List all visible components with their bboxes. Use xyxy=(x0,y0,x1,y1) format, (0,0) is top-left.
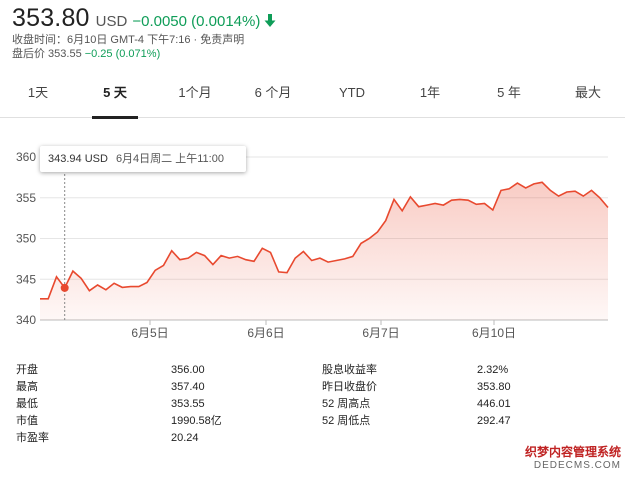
down-arrow-icon xyxy=(264,14,276,27)
y-tick-label: 360 xyxy=(16,150,36,164)
y-tick-label: 340 xyxy=(16,313,36,327)
after-hours-change: −0.25 (0.071%) xyxy=(84,48,161,60)
hover-point xyxy=(60,283,69,292)
tab-ytd[interactable]: YTD xyxy=(339,85,365,100)
stat-prev-close: 昨日收盘价 353.80 xyxy=(322,381,511,393)
current-price: 353.80 xyxy=(12,4,90,32)
tooltip-date: 6月4日周二 上午11:00 xyxy=(115,153,224,165)
watermark-site: DEDECMS.COM xyxy=(533,460,621,471)
stat-high: 最高 357.40 xyxy=(16,381,205,393)
price-area xyxy=(40,182,608,320)
tab-5d[interactable]: 5 天 xyxy=(92,78,138,119)
stats-left: 开盘 356.00 最高 357.40 最低 353.55 市值 1990.58亿 市盈… xyxy=(16,362,236,447)
x-tick-label: 6月6日 xyxy=(247,326,284,340)
tab-1y[interactable]: 1年 xyxy=(419,85,441,100)
tab-6m[interactable]: 6 个月 xyxy=(254,85,292,100)
stat-market-cap: 市值 1990.58亿 xyxy=(16,415,222,427)
tab-5y[interactable]: 5 年 xyxy=(497,85,521,100)
price-change: −0.0050 (0.0014%) xyxy=(132,13,261,30)
close-time: 收盘时间：6月10日 GMT-4 下午7:16 · 免责声明 xyxy=(12,34,245,46)
x-tick-label: 6月7日 xyxy=(362,326,399,340)
x-tick-label: 6月10日 xyxy=(472,326,516,340)
stat-dividend-yield: 股息收益率 2.32% xyxy=(322,364,509,376)
after-hours-label: 盘后价 353.55 xyxy=(12,48,82,60)
y-tick-label: 350 xyxy=(16,232,36,246)
stat-52w-low: 52 周低点 292.47 xyxy=(322,415,511,427)
after-hours: 盘后价 353.55 −0.25 (0.071%) xyxy=(12,47,612,61)
range-tabs: 1天 5 天 1个月 6 个月 YTD 1年 5 年 最大 xyxy=(0,78,625,119)
price-line: 353.80 USD −0.0050 (0.0014%) xyxy=(12,4,612,33)
watermark: 织梦内容管理系统 DEDECMS.COM xyxy=(525,443,621,471)
watermark-title: 织梦内容管理系统 xyxy=(524,445,621,459)
x-tick-label: 6月5日 xyxy=(131,326,168,340)
chart-tooltip: 343.94 USD 6月4日周二 上午11:00 xyxy=(40,146,246,172)
currency-label: USD xyxy=(95,13,128,30)
tab-1d[interactable]: 1天 xyxy=(27,85,49,100)
y-tick-label: 355 xyxy=(16,191,36,205)
stat-pe-ratio: 市盈率 20.24 xyxy=(16,432,199,444)
price-line-series xyxy=(40,181,609,300)
tooltip-price: 343.94 USD xyxy=(48,153,108,165)
y-tick-label: 345 xyxy=(16,272,36,286)
stats-right: 股息收益率 2.32% 昨日收盘价 353.80 52 周高点 446.01 52 周… xyxy=(322,362,542,430)
tab-1m[interactable]: 1个月 xyxy=(178,85,212,100)
stat-open: 开盘 356.00 xyxy=(16,364,205,376)
quote-header: 353.80 USD −0.0050 (0.0014%) 收盘时间：6月10日 … xyxy=(12,4,612,61)
stat-52w-high: 52 周高点 446.01 xyxy=(322,398,511,410)
tab-max[interactable]: 最大 xyxy=(574,85,601,100)
price-chart[interactable]: 360 355 350 345 340 6月5日 6月6日 6月7日 6月10日 xyxy=(0,140,625,350)
stat-low: 最低 353.55 xyxy=(16,398,205,410)
